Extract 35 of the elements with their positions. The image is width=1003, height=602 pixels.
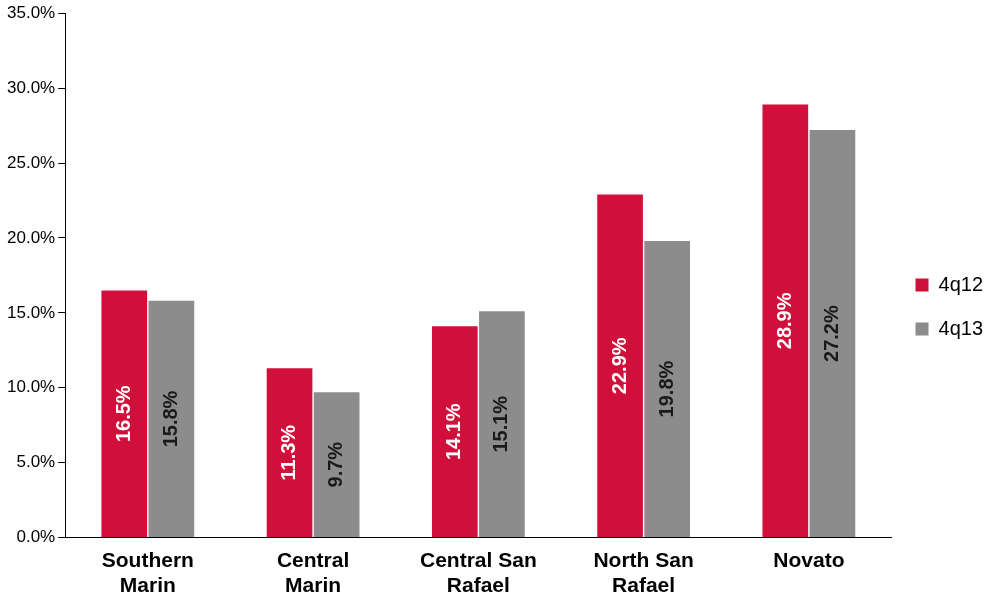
data-label: 16.5% bbox=[111, 385, 134, 443]
bar bbox=[644, 240, 691, 538]
data-label: 19.8% bbox=[654, 360, 677, 418]
y-tick-label: 15.0% bbox=[7, 302, 56, 322]
y-tick-label: 30.0% bbox=[7, 77, 56, 97]
bar bbox=[313, 392, 360, 538]
data-label: 14.1% bbox=[442, 403, 465, 461]
data-label: 9.7% bbox=[324, 441, 347, 488]
data-label: 15.1% bbox=[489, 395, 512, 453]
data-label: 22.9% bbox=[607, 337, 630, 395]
data-label: 11.3% bbox=[277, 424, 300, 481]
x-tick-label: Novato bbox=[773, 548, 845, 571]
y-tick-label: 10.0% bbox=[7, 377, 56, 397]
bar bbox=[809, 130, 856, 538]
x-tick-label: Central San Rafael bbox=[420, 548, 537, 597]
bar bbox=[479, 311, 525, 538]
bar bbox=[431, 326, 478, 538]
data-label: 28.9% bbox=[772, 292, 795, 350]
y-tick-label: 20.0% bbox=[7, 227, 56, 247]
bar bbox=[762, 104, 809, 538]
x-tick-label: Southern Marin bbox=[101, 548, 194, 597]
bar bbox=[597, 194, 643, 538]
x-tick-label: North San Rafael bbox=[593, 548, 694, 597]
bar bbox=[266, 368, 313, 538]
y-tick-label: 25.0% bbox=[7, 152, 56, 172]
data-label: 27.2% bbox=[819, 305, 842, 362]
legend-label: 4q12 bbox=[938, 272, 984, 295]
legend-label: 4q13 bbox=[938, 316, 984, 339]
data-label: 15.8% bbox=[158, 390, 181, 448]
bar bbox=[148, 300, 195, 538]
bar bbox=[101, 290, 148, 538]
y-tick-label: 5.0% bbox=[16, 452, 56, 472]
y-tick-label: 0.0% bbox=[16, 527, 56, 547]
y-tick-label: 35.0% bbox=[7, 2, 56, 22]
x-tick-label: Central Marin bbox=[276, 548, 350, 597]
